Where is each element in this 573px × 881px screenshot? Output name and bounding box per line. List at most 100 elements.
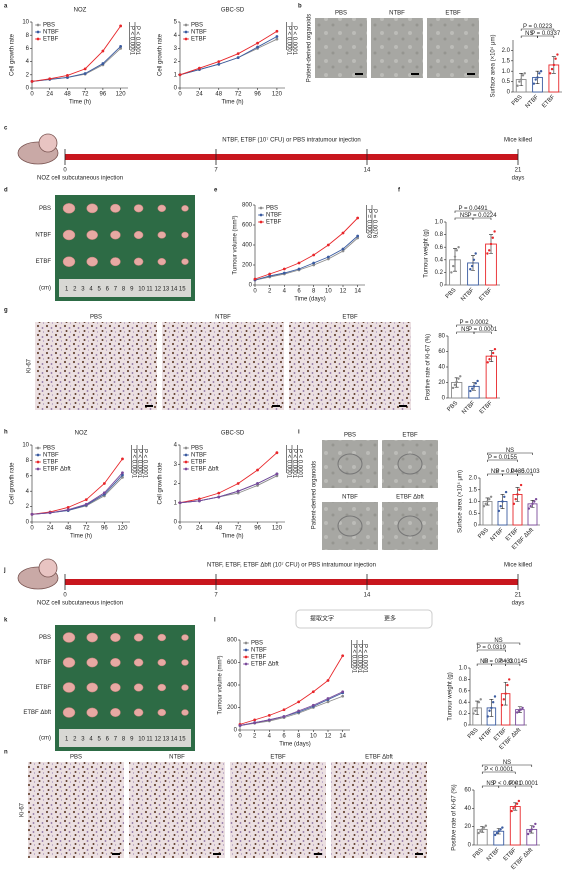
y-tick-label: 10 — [22, 443, 29, 449]
annotation: P = 0.0103 — [510, 469, 540, 475]
x-tick-label: 96 — [254, 526, 261, 532]
annotation: P = 0.0319 — [477, 645, 507, 651]
data-point — [482, 505, 486, 508]
image-label: NTBF — [169, 755, 185, 761]
data-point — [472, 385, 476, 388]
ruler-number: 7 — [114, 287, 118, 293]
y-tick-label: 0 — [26, 86, 30, 92]
data-point — [469, 389, 472, 393]
row-label: NTBF — [35, 660, 51, 666]
toolbar-button: 更多 — [384, 615, 396, 623]
tumour — [133, 708, 144, 717]
annotation: NS — [525, 31, 533, 37]
tumour — [133, 257, 144, 266]
data-point — [474, 252, 477, 255]
panel-letter: h — [4, 430, 8, 436]
annotation: NS — [503, 760, 511, 766]
scale-bar — [411, 73, 419, 75]
row-label: ETBF — [36, 259, 52, 265]
ruler-number: 6 — [106, 737, 110, 743]
annotation: P = 0.0155 — [488, 455, 518, 461]
tumour — [86, 632, 98, 643]
x-tick-label: 6 — [282, 734, 286, 740]
data-point — [556, 53, 559, 56]
data-point — [119, 24, 123, 28]
micrograph — [230, 762, 326, 858]
data-point — [506, 683, 509, 687]
data-point — [500, 703, 504, 707]
data-point — [275, 474, 279, 478]
x-tick-label: PBS — [472, 847, 485, 860]
panel-letter: j — [3, 568, 6, 574]
data-point — [48, 511, 52, 515]
data-point — [178, 73, 182, 77]
data-point — [532, 825, 535, 828]
y-tick-label: 0 — [464, 723, 468, 729]
data-point — [472, 712, 475, 715]
annotation: NS — [480, 659, 488, 665]
toolbar-button: 提取文字 — [310, 615, 334, 623]
annotation: P < 0.0001 — [509, 781, 539, 787]
annotation: P = 0.0003 — [365, 209, 371, 239]
data-point — [341, 690, 345, 694]
ruler-number: 5 — [98, 737, 102, 743]
y-tick-label: 0.5 — [502, 79, 511, 85]
data-point — [493, 833, 497, 837]
data-point — [470, 264, 474, 268]
data-point — [457, 246, 460, 249]
image-label: ETBF Δbft — [396, 495, 424, 501]
series-line — [254, 217, 358, 280]
x-tick-label: NTBF — [461, 400, 477, 416]
ruler-number: 11 — [146, 737, 153, 743]
x-tick-label: 48 — [65, 526, 72, 532]
tumour — [110, 257, 121, 267]
scale-bar — [355, 73, 363, 75]
data-point — [452, 264, 455, 268]
micrograph — [322, 440, 378, 488]
tumour — [86, 203, 98, 214]
data-point — [528, 830, 532, 833]
image-label: ETBF — [445, 11, 461, 17]
data-point — [486, 500, 489, 503]
tumour — [62, 229, 76, 241]
side-label: Patient-derived organoids — [312, 461, 318, 529]
ruler-number: 3 — [81, 287, 85, 293]
data-point — [341, 231, 345, 235]
data-point — [490, 354, 493, 358]
annotation: NS — [486, 781, 494, 787]
y-tick-label: 3 — [174, 462, 178, 468]
data-point — [121, 457, 124, 461]
data-point — [253, 718, 257, 722]
ruler-number: 7 — [114, 737, 118, 743]
legend-label: PBS — [191, 446, 203, 452]
data-point — [519, 708, 522, 711]
data-point — [326, 255, 330, 259]
series-line — [31, 46, 121, 82]
y-tick-label: 3 — [174, 46, 178, 52]
y-tick-label: 60 — [464, 788, 471, 794]
legend-label: ETBF — [43, 460, 59, 466]
data-point — [484, 824, 488, 827]
tumour — [133, 204, 144, 213]
annotation: P = 0.0433 — [484, 659, 514, 665]
legend-label: PBS — [43, 446, 55, 452]
data-point — [533, 500, 536, 503]
data-point — [479, 830, 482, 833]
panel-letter: a — [4, 4, 8, 10]
y-tick-label: 600 — [242, 223, 253, 229]
x-tick-label: 4 — [283, 289, 287, 295]
data-point — [495, 831, 499, 835]
annotation: P < 0.0001 — [350, 644, 356, 674]
data-point — [554, 57, 557, 60]
y-tick-label: 0.2 — [435, 270, 444, 276]
tumour — [157, 204, 167, 212]
ruler-unit: (cm) — [39, 736, 51, 742]
organoid — [397, 453, 423, 475]
x-tick-label: 10 — [310, 734, 317, 740]
data-point — [491, 701, 495, 704]
series-line — [254, 237, 358, 281]
data-point — [501, 500, 504, 503]
tumour — [181, 684, 189, 691]
data-point — [102, 482, 106, 485]
micrograph — [28, 762, 124, 858]
